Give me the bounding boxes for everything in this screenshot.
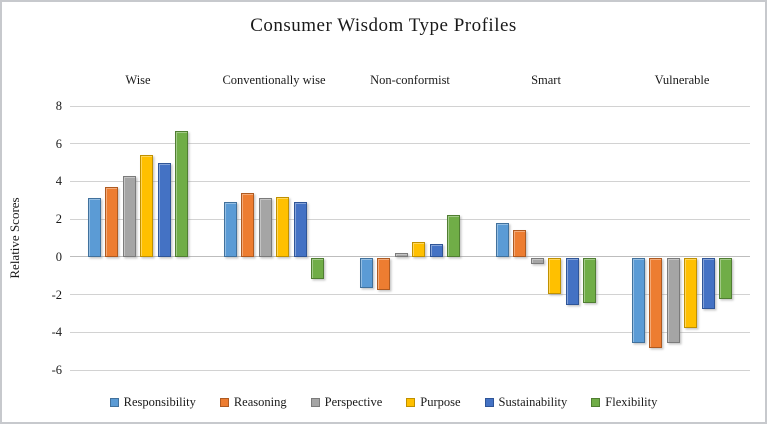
legend-label: Responsibility: [123, 395, 196, 409]
bar-responsibility-wise: [87, 198, 101, 257]
y-tick-label: 6: [55, 136, 62, 151]
legend-swatch-icon: [484, 398, 494, 407]
bar-purpose-conventionally-wise: [276, 196, 290, 257]
bar-sustainability-wise: [157, 162, 171, 257]
legend-item-purpose: Purpose: [406, 395, 461, 410]
legend-label: Flexibility: [605, 395, 658, 409]
chart-title: Consumer Wisdom Type Profiles: [250, 15, 517, 36]
y-tick-label: 4: [55, 174, 62, 189]
gridline-y-2: [70, 218, 750, 220]
bar-sustainability-conventionally-wise: [293, 202, 307, 257]
bar-flexibility-non-conformist: [447, 215, 461, 257]
legend: Responsibility Reasoning Perspective Purpos…: [2, 395, 765, 410]
gridline-y--6: [70, 369, 750, 371]
bar-reasoning-non-conformist: [377, 257, 391, 290]
bar-purpose-vulnerable: [684, 257, 698, 328]
y-axis-title: Relative Scores: [7, 197, 22, 279]
legend-label: Reasoning: [233, 395, 287, 409]
bar-sustainability-non-conformist: [429, 243, 443, 257]
legend-item-perspective: Perspective: [310, 395, 383, 410]
legend-swatch-icon: [406, 398, 416, 407]
legend-label: Purpose: [420, 395, 461, 409]
bar-responsibility-conventionally-wise: [223, 202, 237, 257]
category-label: Conventionally wise: [222, 73, 326, 87]
category-labels: Wise Conventionally wise Non-conformist Sma…: [70, 73, 750, 89]
y-tick-label: -2: [51, 287, 62, 302]
bar-reasoning-smart: [513, 230, 527, 257]
bar-purpose-non-conformist: [412, 241, 426, 257]
bar-responsibility-smart: [495, 222, 509, 257]
legend-item-flexibility: Flexibility: [591, 395, 657, 410]
y-tick-label: 0: [55, 249, 62, 264]
bar-reasoning-vulnerable: [649, 257, 663, 349]
bar-sustainability-smart: [565, 257, 579, 305]
bar-flexibility-wise: [175, 130, 189, 257]
bar-flexibility-vulnerable: [719, 257, 733, 300]
category-label: Non-conformist: [370, 73, 450, 87]
legend-label: Perspective: [324, 395, 383, 409]
category-label: Smart: [531, 73, 561, 87]
legend-item-responsibility: Responsibility: [109, 395, 196, 410]
category-label: Wise: [125, 73, 151, 87]
bar-purpose-smart: [548, 257, 562, 294]
bar-perspective-vulnerable: [666, 257, 680, 343]
bar-flexibility-conventionally-wise: [311, 257, 325, 279]
y-tick-label: 2: [55, 212, 62, 227]
bar-reasoning-conventionally-wise: [241, 192, 255, 257]
legend-item-reasoning: Reasoning: [219, 395, 287, 410]
bar-sustainability-vulnerable: [701, 257, 715, 309]
legend-label: Sustainability: [498, 395, 568, 409]
legend-item-sustainability: Sustainability: [484, 395, 568, 410]
gridline-y--4: [70, 331, 750, 333]
gridline-y--2: [70, 294, 750, 296]
bar-purpose-wise: [140, 155, 154, 257]
bar-perspective-conventionally-wise: [258, 198, 272, 257]
bar-responsibility-vulnerable: [631, 257, 645, 343]
category-label: Vulnerable: [654, 73, 710, 87]
plot-area: 8 6 4 2 0 -2 -4 -6: [52, 99, 750, 377]
y-tick-label: -4: [51, 325, 62, 340]
legend-swatch-icon: [109, 398, 119, 407]
gridline-y-8: [70, 105, 750, 107]
bar-perspective-wise: [122, 175, 136, 257]
y-tick-label: 8: [55, 99, 62, 113]
legend-swatch-icon: [591, 398, 601, 407]
y-tick-label: -6: [51, 363, 62, 377]
gridline-y-0: [70, 256, 750, 258]
bar-responsibility-non-conformist: [359, 257, 373, 288]
gridline-y-6: [70, 143, 750, 145]
bar-perspective-non-conformist: [394, 253, 408, 257]
gridline-y-4: [70, 180, 750, 182]
bar-flexibility-smart: [583, 257, 597, 304]
bar-perspective-smart: [530, 257, 544, 264]
bar-reasoning-wise: [105, 187, 119, 257]
legend-swatch-icon: [219, 398, 229, 407]
legend-swatch-icon: [310, 398, 320, 407]
